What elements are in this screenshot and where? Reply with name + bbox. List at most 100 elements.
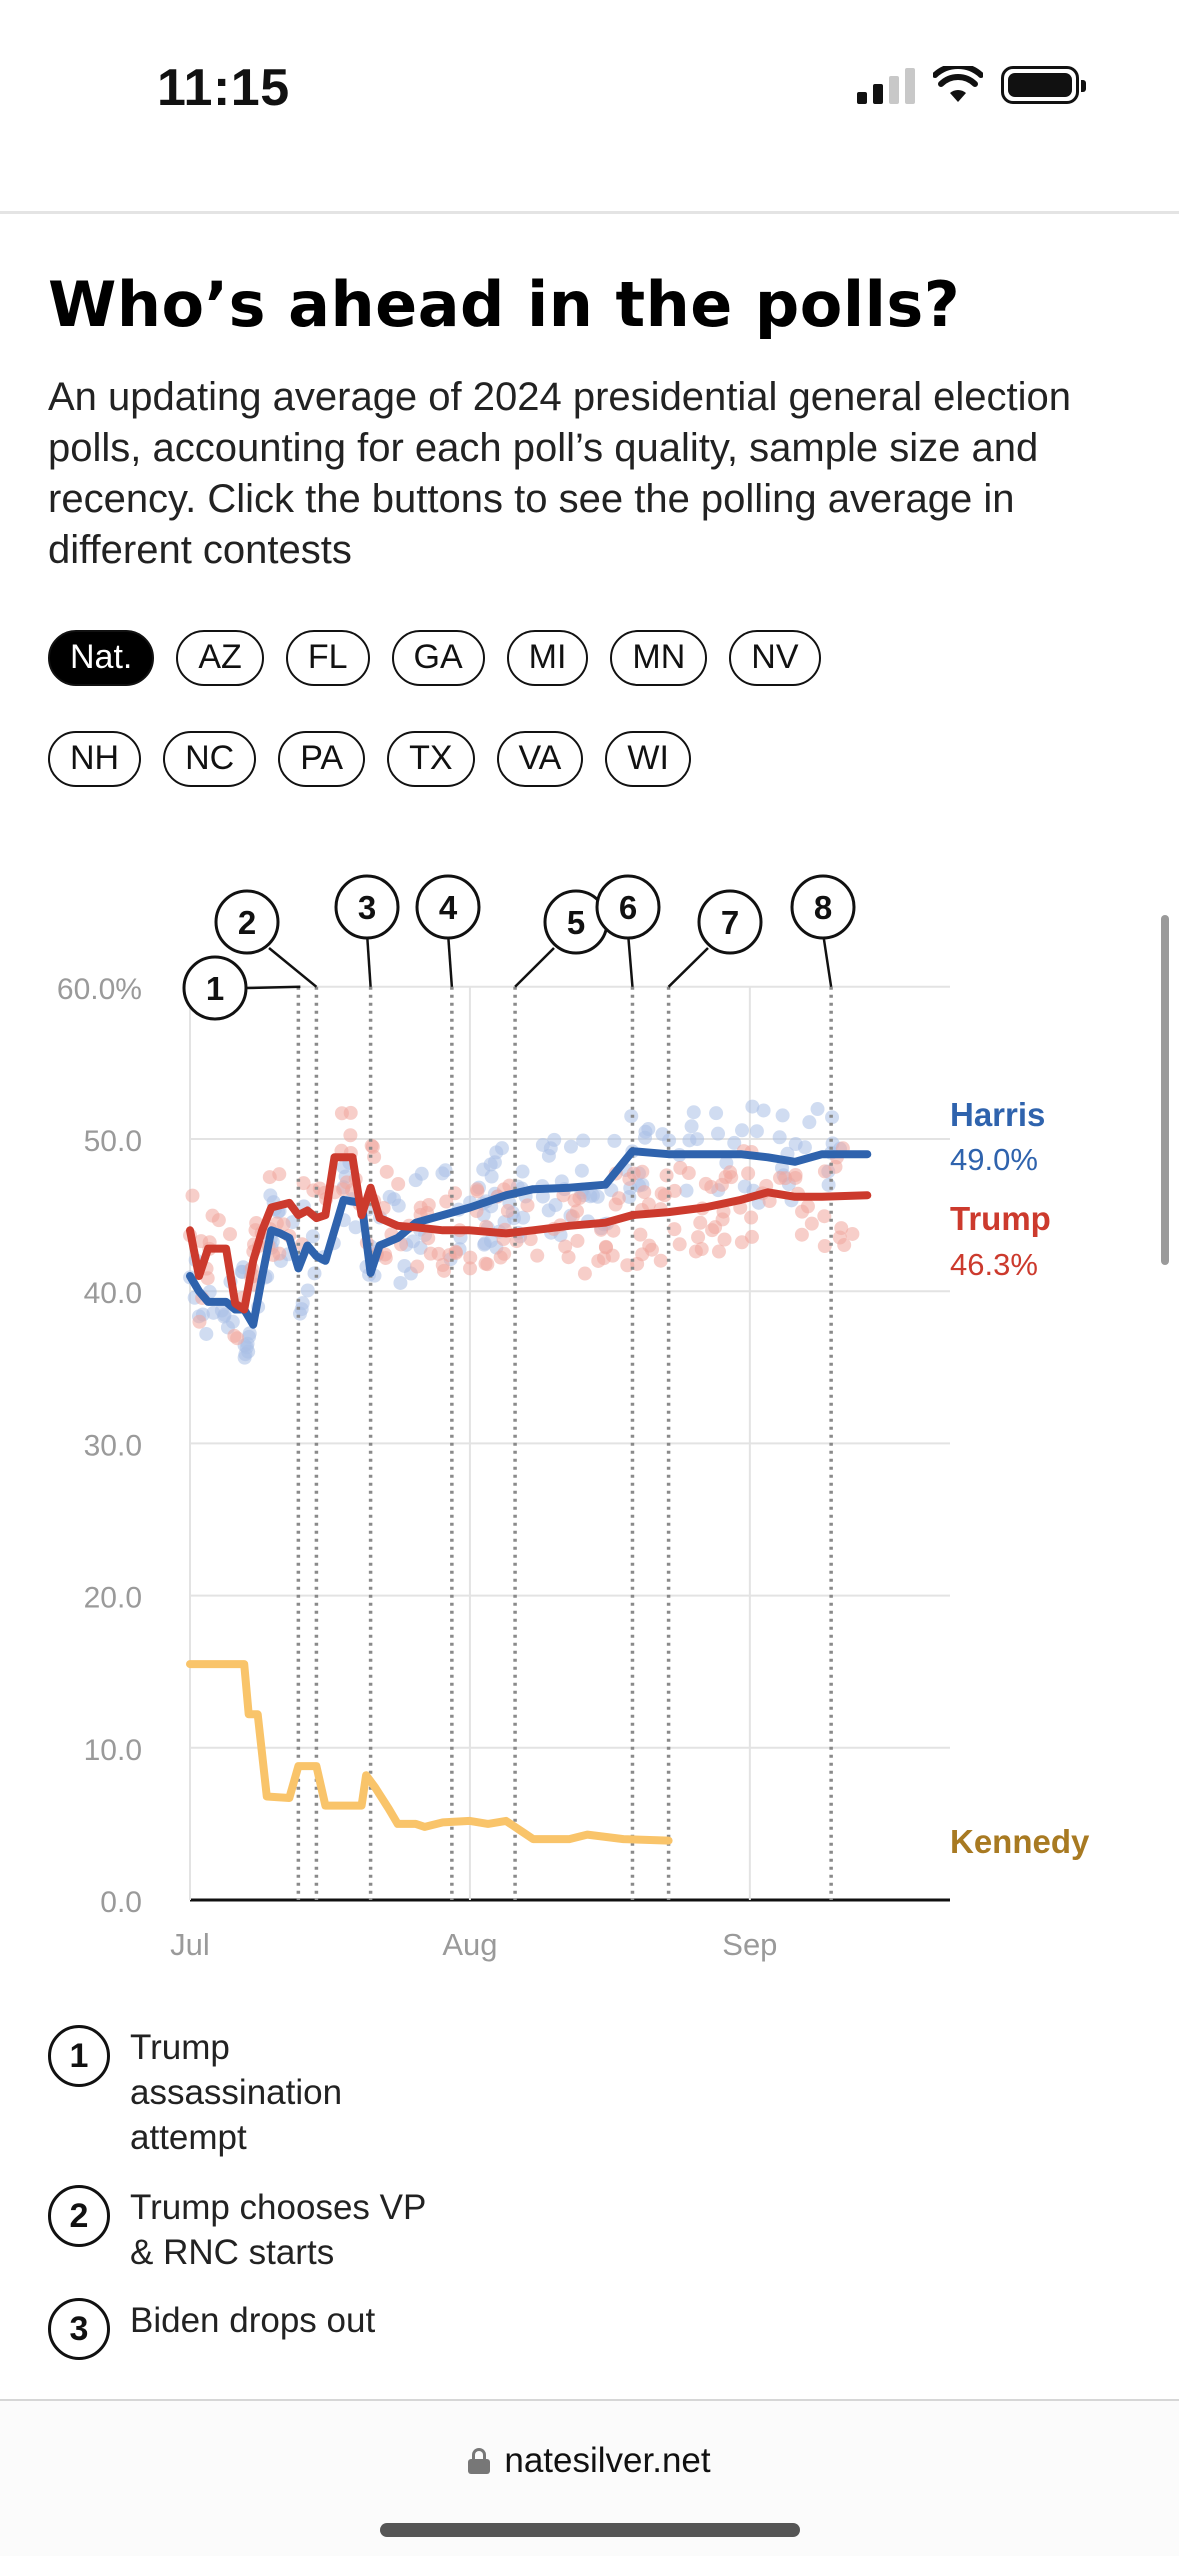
poll-dot: [431, 1246, 446, 1261]
filter-pill-nat[interactable]: Nat.: [48, 630, 155, 686]
poll-dot: [520, 1198, 535, 1213]
filter-pill-mn[interactable]: MN: [610, 630, 708, 686]
poll-dot: [535, 1189, 550, 1204]
event-marker-label: 8: [814, 889, 832, 926]
address-bar[interactable]: natesilver.net: [0, 2441, 1179, 2481]
poll-dot: [834, 1221, 849, 1236]
poll-dot: [379, 1164, 394, 1179]
page-description: An updating average of 2024 presidential…: [48, 375, 1071, 572]
poll-dot: [682, 1133, 697, 1148]
poll-dot: [334, 1106, 349, 1121]
event-connector: [626, 932, 634, 987]
event-connector: [246, 985, 301, 990]
poll-dot: [667, 1222, 682, 1237]
poll-dot: [448, 1245, 463, 1260]
poll-dot: [711, 1244, 726, 1259]
event-legend-label: Biden drops out: [130, 2301, 376, 2340]
battery-icon: [1001, 66, 1086, 104]
event-connector: [514, 947, 555, 988]
poll-dot: [509, 1234, 524, 1249]
page-title: Who’s ahead in the polls?: [48, 268, 961, 341]
bottom-bar-divider: [0, 2399, 1179, 2401]
poll-dot: [817, 1209, 832, 1224]
event-marker-8: [790, 874, 856, 940]
poll-dot: [530, 1248, 545, 1263]
poll-dot: [817, 1164, 832, 1179]
home-indicator[interactable]: [380, 2523, 800, 2537]
poll-dot: [611, 1191, 626, 1206]
poll-dot: [607, 1133, 622, 1148]
poll-dot: [694, 1242, 709, 1257]
poll-dot: [773, 1170, 788, 1185]
poll-dot: [205, 1208, 220, 1223]
filter-pill-tx[interactable]: TX: [387, 731, 475, 787]
filter-pill-nv[interactable]: NV: [729, 630, 821, 686]
poll-dot: [365, 1139, 380, 1154]
filter-pill-mi[interactable]: MI: [506, 630, 589, 686]
poll-dot: [263, 1188, 278, 1203]
poll-dot: [272, 1167, 287, 1182]
poll-dot: [294, 1302, 309, 1317]
poll-dot: [567, 1193, 582, 1208]
series-label-kennedy: Kennedy: [950, 1823, 1090, 1860]
lock-icon: [468, 2448, 491, 2474]
series-line-kennedy: [186, 1660, 673, 1845]
poll-dot: [804, 1216, 819, 1231]
poll-dot: [448, 1186, 463, 1201]
event-connector: [821, 932, 833, 987]
poll-dot: [547, 1132, 562, 1147]
poll-dot: [684, 1119, 699, 1134]
poll-dot: [391, 1198, 406, 1213]
poll-dot: [339, 1175, 354, 1190]
event-marker-3: [334, 874, 400, 940]
filter-pill-pa[interactable]: PA: [278, 731, 366, 787]
poll-dot: [741, 1166, 756, 1181]
poll-dot: [484, 1169, 499, 1184]
poll-dot: [478, 1256, 493, 1271]
poll-dot: [185, 1188, 200, 1203]
poll-dot: [698, 1176, 713, 1191]
url-text: natesilver.net: [504, 2441, 711, 2480]
event-marker-label: 5: [567, 904, 585, 941]
event-legend-label: Trump chooses VP & RNC starts: [130, 2188, 426, 2272]
poll-dot: [659, 1168, 674, 1183]
poll-dot: [679, 1183, 694, 1198]
poll-dot: [348, 1220, 363, 1235]
poll-dot: [410, 1259, 425, 1274]
poll-dot: [435, 1166, 450, 1181]
filter-pill-wi[interactable]: WI: [605, 731, 691, 787]
x-tick-label: Aug: [442, 1927, 497, 1962]
poll-dot: [673, 1160, 688, 1175]
poll-dot: [638, 1124, 653, 1139]
poll-dot: [714, 1177, 729, 1192]
poll-dot: [222, 1227, 237, 1242]
poll-dot: [775, 1108, 790, 1123]
event-marker-label: 2: [238, 904, 256, 941]
poll-dot: [397, 1258, 412, 1273]
poll-dot: [709, 1106, 724, 1121]
filter-pill-nh[interactable]: NH: [48, 731, 142, 787]
filter-pill-fl[interactable]: FL: [285, 630, 370, 686]
poll-dot: [744, 1210, 759, 1225]
poll-dot: [414, 1166, 429, 1181]
event-legend-number: 1: [48, 2025, 110, 2087]
filter-pill-va[interactable]: VA: [496, 731, 584, 787]
poll-dot: [497, 1246, 512, 1261]
poll-dot: [590, 1189, 605, 1204]
poll-dot: [305, 1229, 320, 1244]
filter-row-1: Nat. AZ FL GA MI MN NV: [48, 630, 821, 686]
poll-dot: [749, 1124, 764, 1139]
scroll-indicator[interactable]: [1161, 915, 1169, 1265]
poll-dot: [635, 1164, 650, 1179]
browser-bottom-bar: natesilver.net: [0, 2401, 1179, 2556]
poll-dot: [737, 1179, 752, 1194]
filter-pill-az[interactable]: AZ: [176, 630, 264, 686]
filter-pill-ga[interactable]: GA: [391, 630, 485, 686]
poll-dot: [393, 1275, 408, 1290]
poll-dot: [745, 1099, 760, 1114]
y-tick-label: 20.0: [84, 1582, 142, 1615]
series-line-harris: [186, 1147, 872, 1329]
filter-pill-nc[interactable]: NC: [163, 731, 257, 787]
poll-dot: [391, 1176, 406, 1191]
y-tick-label: 60.0%: [57, 973, 142, 1006]
